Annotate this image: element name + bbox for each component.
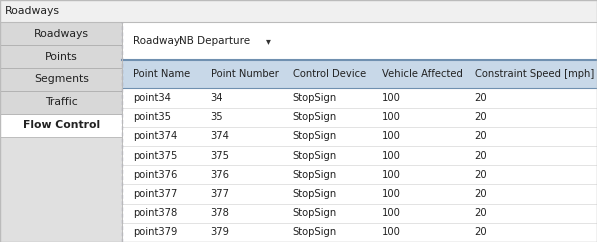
- Bar: [0, 68, 122, 91]
- Text: 100: 100: [382, 189, 401, 199]
- Text: point378: point378: [133, 208, 177, 218]
- Text: point34: point34: [133, 93, 171, 103]
- Text: 100: 100: [382, 93, 401, 103]
- Text: 20: 20: [475, 131, 487, 141]
- Text: Segments: Segments: [34, 74, 88, 84]
- Text: 375: 375: [211, 151, 230, 160]
- Text: 100: 100: [382, 170, 401, 180]
- Text: ▾: ▾: [266, 36, 270, 46]
- Text: Control Device: Control Device: [293, 69, 366, 79]
- Bar: [0, 22, 122, 242]
- Bar: [0, 0, 597, 22]
- Text: 377: 377: [211, 189, 230, 199]
- Text: 20: 20: [475, 170, 487, 180]
- Text: StopSign: StopSign: [293, 112, 337, 122]
- Text: Traffic: Traffic: [45, 97, 78, 107]
- Text: 20: 20: [475, 189, 487, 199]
- Bar: [122, 107, 597, 127]
- Text: Roadway:: Roadway:: [133, 36, 183, 46]
- Bar: [122, 204, 597, 223]
- Text: 20: 20: [475, 112, 487, 122]
- Text: point376: point376: [133, 170, 177, 180]
- Text: StopSign: StopSign: [293, 227, 337, 237]
- Bar: [0, 22, 122, 45]
- Text: 376: 376: [211, 170, 230, 180]
- Text: point374: point374: [133, 131, 177, 141]
- Bar: [122, 184, 597, 204]
- Text: Points: Points: [45, 52, 78, 61]
- Bar: [122, 127, 597, 146]
- Text: 35: 35: [211, 112, 223, 122]
- Text: Roadways: Roadways: [5, 6, 60, 16]
- Text: StopSign: StopSign: [293, 151, 337, 160]
- Text: NB Departure: NB Departure: [179, 36, 250, 46]
- Text: Roadways: Roadways: [33, 29, 89, 39]
- Text: 100: 100: [382, 208, 401, 218]
- Text: Constraint Speed [mph]: Constraint Speed [mph]: [475, 69, 594, 79]
- Text: 100: 100: [382, 131, 401, 141]
- Bar: [122, 88, 597, 107]
- Text: StopSign: StopSign: [293, 131, 337, 141]
- Text: StopSign: StopSign: [293, 208, 337, 218]
- Bar: [122, 165, 597, 184]
- Text: 20: 20: [475, 151, 487, 160]
- Bar: [0, 91, 122, 114]
- Bar: [122, 146, 597, 165]
- Text: 100: 100: [382, 227, 401, 237]
- Text: 378: 378: [211, 208, 230, 218]
- Text: 20: 20: [475, 227, 487, 237]
- Text: 34: 34: [211, 93, 223, 103]
- Text: 374: 374: [211, 131, 230, 141]
- Text: point375: point375: [133, 151, 177, 160]
- Text: point35: point35: [133, 112, 171, 122]
- Text: 20: 20: [475, 208, 487, 218]
- Text: Point Name: Point Name: [133, 69, 190, 79]
- Text: 379: 379: [211, 227, 230, 237]
- Bar: [122, 60, 597, 88]
- Text: Point Number: Point Number: [211, 69, 279, 79]
- Text: StopSign: StopSign: [293, 93, 337, 103]
- Text: Flow Control: Flow Control: [23, 120, 100, 130]
- Bar: [122, 22, 597, 242]
- Bar: [0, 114, 122, 136]
- Text: 20: 20: [475, 93, 487, 103]
- Text: point377: point377: [133, 189, 177, 199]
- Text: StopSign: StopSign: [293, 170, 337, 180]
- Bar: [122, 223, 597, 242]
- Text: 100: 100: [382, 112, 401, 122]
- Text: Vehicle Affected: Vehicle Affected: [382, 69, 463, 79]
- Text: StopSign: StopSign: [293, 189, 337, 199]
- Text: 100: 100: [382, 151, 401, 160]
- Bar: [122, 22, 597, 242]
- Text: point379: point379: [133, 227, 177, 237]
- Bar: [122, 22, 597, 60]
- Bar: [0, 45, 122, 68]
